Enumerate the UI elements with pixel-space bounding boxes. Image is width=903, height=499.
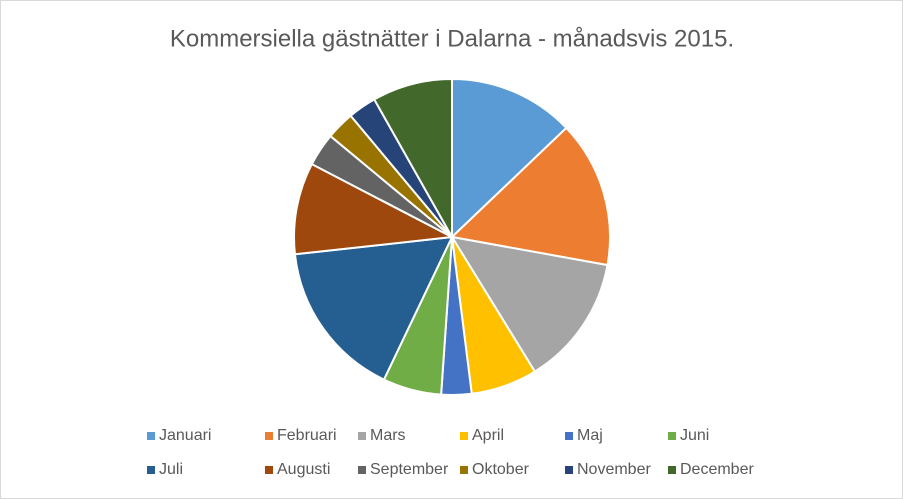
legend-swatch — [460, 432, 468, 440]
legend-label: Juli — [159, 461, 183, 478]
chart-title: Kommersiella gästnätter i Dalarna - måna… — [170, 25, 734, 52]
legend-swatch — [265, 466, 273, 474]
legend-label: Maj — [577, 427, 603, 444]
legend-label: December — [680, 461, 754, 478]
pie-slice — [293, 235, 454, 381]
legend-swatch — [147, 432, 155, 440]
legend-swatch — [147, 466, 155, 474]
legend-swatch — [460, 466, 468, 474]
legend-label: April — [472, 427, 504, 444]
legend-label: November — [577, 461, 651, 478]
pie-slice — [449, 235, 609, 373]
pie-slice — [293, 162, 456, 256]
legend-label: September — [370, 461, 449, 478]
legend-swatch — [358, 466, 366, 474]
legend-swatch — [668, 432, 676, 440]
legend-label: Augusti — [277, 461, 330, 478]
legend-swatch — [265, 432, 273, 440]
legend-swatch — [668, 466, 676, 474]
pie-slice — [451, 77, 568, 240]
pie-slice — [449, 126, 611, 267]
legend-label: Juni — [680, 427, 709, 444]
legend-swatch — [565, 466, 573, 474]
legend-label: Februari — [277, 427, 337, 444]
legend-swatch — [565, 432, 573, 440]
legend-label: Januari — [159, 427, 211, 444]
legend-label: Oktober — [472, 461, 530, 478]
pie-slice — [372, 77, 453, 241]
legend-label: Mars — [370, 427, 406, 444]
legend-swatch — [358, 432, 366, 440]
